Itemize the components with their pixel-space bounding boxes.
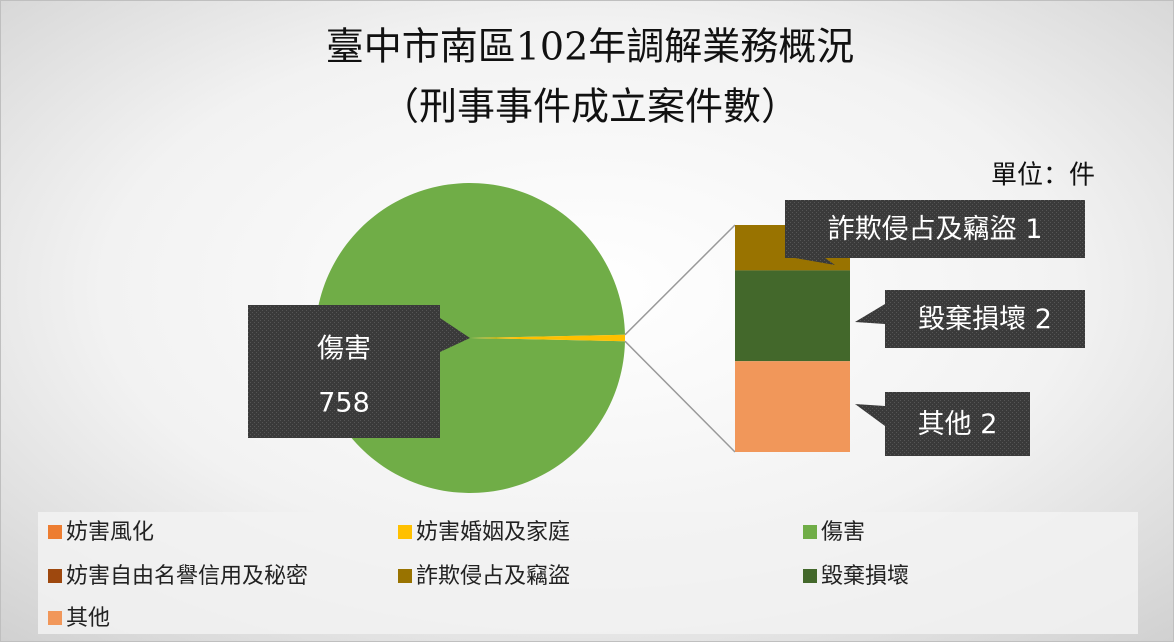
- legend-swatch: [48, 611, 62, 625]
- legend-label: 傷害: [821, 520, 865, 545]
- label-box: [885, 392, 1030, 456]
- data-label: 其他 2: [918, 409, 998, 440]
- data-label-value: 758: [318, 388, 370, 419]
- legend-box: [38, 512, 1138, 634]
- label-name: 其他: [918, 409, 972, 440]
- label-value: 2: [980, 409, 997, 440]
- bar-segment: [735, 270, 850, 362]
- label-name: 詐欺侵占及竊盜: [828, 214, 1017, 245]
- legend-swatch: [803, 569, 817, 583]
- pie-slice-combined: [470, 334, 626, 342]
- legend-swatch: [398, 569, 412, 583]
- legend-label: 詐欺侵占及竊盜: [416, 564, 570, 589]
- label-value: 2: [1035, 304, 1052, 335]
- label-pointer: [855, 304, 885, 324]
- label-box: [885, 290, 1085, 348]
- label-pointer: [795, 258, 835, 265]
- chart-title: 臺中市南區102年調解業務概況: [326, 25, 855, 69]
- label-box: [785, 200, 1085, 258]
- label-pointer: [855, 404, 885, 426]
- legend-swatch: [803, 525, 817, 539]
- label-name: 毀棄損壞: [918, 304, 1026, 335]
- connector: [624, 224, 736, 336]
- label-value: 1: [1025, 214, 1042, 245]
- label-box: [248, 305, 440, 438]
- data-label: 毀棄損壞 2: [918, 304, 1052, 335]
- chart-subtitle: （刑事事件成立案件數）: [381, 85, 799, 129]
- unit-label: 單位：件: [991, 161, 1095, 191]
- legend-label: 妨害風化: [66, 520, 154, 545]
- data-label-name: 傷害: [317, 334, 371, 365]
- data-label: 詐欺侵占及竊盜 1: [828, 214, 1043, 245]
- legend-swatch: [398, 525, 412, 539]
- legend-swatch: [48, 525, 62, 539]
- legend-label: 妨害婚姻及家庭: [416, 520, 570, 545]
- bar-segment: [735, 361, 850, 452]
- legend-swatch: [48, 569, 62, 583]
- connector: [624, 340, 736, 453]
- legend-label: 毀棄損壞: [821, 564, 909, 589]
- label-pointer: [440, 318, 470, 352]
- legend-label: 其他: [66, 606, 110, 631]
- legend-label: 妨害自由名譽信用及秘密: [66, 564, 308, 589]
